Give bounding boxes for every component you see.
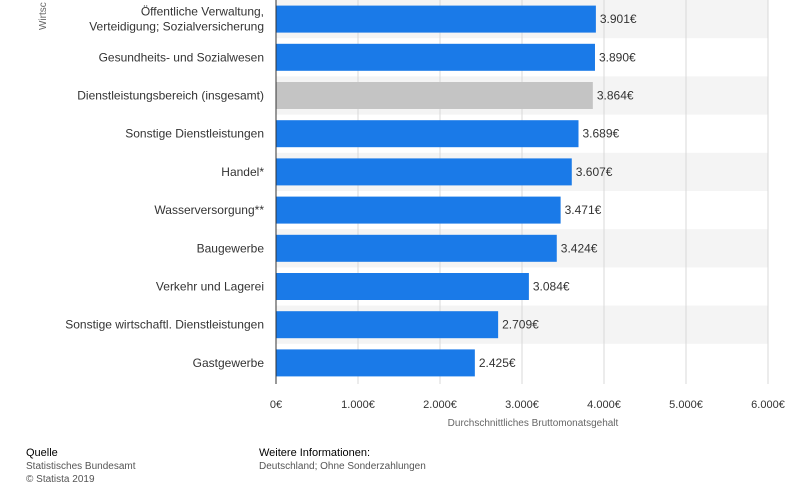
bar bbox=[276, 311, 499, 339]
value-label: 3.890€ bbox=[599, 50, 636, 64]
x-tick-label: 2.000€ bbox=[423, 399, 457, 411]
value-label: 3.689€ bbox=[582, 127, 619, 141]
bar bbox=[276, 120, 579, 148]
source-line: Statistisches Bundesamt bbox=[26, 461, 136, 472]
copyright-line: © Statista 2019 bbox=[26, 474, 95, 485]
value-label: 3.607€ bbox=[576, 165, 613, 179]
category-label: Wasserversorgung** bbox=[154, 203, 264, 217]
x-tick-label: 5.000€ bbox=[669, 399, 703, 411]
value-label: 3.084€ bbox=[533, 280, 570, 294]
category-label: Gesundheits- und Sozialwesen bbox=[99, 50, 264, 64]
bar bbox=[276, 273, 529, 300]
bar bbox=[276, 5, 596, 33]
bar bbox=[276, 349, 475, 377]
info-block: Weitere Informationen: Deutschland; Ohne… bbox=[259, 447, 426, 473]
x-tick-label: 0€ bbox=[270, 399, 282, 411]
source-title: Quelle bbox=[26, 447, 58, 459]
source-block: Quelle Statistisches Bundesamt © Statist… bbox=[26, 447, 136, 486]
value-label: 2.709€ bbox=[502, 318, 539, 332]
bar bbox=[276, 82, 593, 109]
value-label: 2.425€ bbox=[479, 356, 516, 370]
bar bbox=[276, 43, 595, 71]
category-label: Baugewerbe bbox=[197, 241, 265, 255]
bar bbox=[276, 196, 561, 224]
info-line: Deutschland; Ohne Sonderzahlungen bbox=[259, 461, 426, 472]
category-label: Öffentliche Verwaltung, Verteidigung; Soz… bbox=[89, 5, 264, 34]
value-label: 3.424€ bbox=[561, 241, 598, 255]
x-axis-title: Durchschnittliches Bruttomonatsgehalt bbox=[448, 418, 619, 429]
category-label: Verkehr und Lagerei bbox=[156, 280, 264, 294]
category-label: Sonstige Dienstleistungen bbox=[125, 127, 264, 141]
value-label: 3.901€ bbox=[600, 12, 637, 26]
x-tick-label: 4.000€ bbox=[587, 399, 621, 411]
value-label: 3.864€ bbox=[597, 89, 634, 103]
y-axis-title: Wirtsc bbox=[38, 2, 49, 30]
category-label: Sonstige wirtschaftl. Dienstleistungen bbox=[65, 318, 264, 332]
category-label: Handel* bbox=[221, 165, 264, 179]
bar bbox=[276, 158, 572, 186]
x-tick-label: 6.000€ bbox=[751, 399, 785, 411]
bar bbox=[276, 234, 557, 262]
x-tick-label: 1.000€ bbox=[341, 399, 375, 411]
info-title: Weitere Informationen: bbox=[259, 447, 371, 459]
bar-chart: Öffentliche Verwaltung, Verteidigung; Soz… bbox=[38, 0, 785, 429]
category-label: Gastgewerbe bbox=[193, 356, 265, 370]
x-tick-label: 3.000€ bbox=[505, 399, 539, 411]
category-label: Dienstleistungsbereich (insgesamt) bbox=[77, 89, 264, 103]
value-label: 3.471€ bbox=[565, 203, 602, 217]
